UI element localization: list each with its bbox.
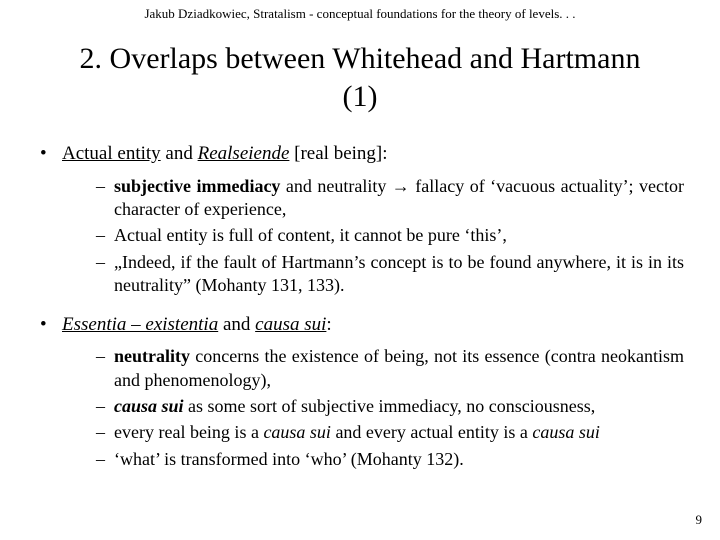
b2-term-causa-sui: causa sui <box>255 314 326 335</box>
slide: Jakub Dziadkowiec, Stratalism - conceptu… <box>0 0 720 540</box>
bullet-2: Essentia – existentia and causa sui: neu… <box>36 312 684 472</box>
sub-1-2: Actual entity is full of content, it can… <box>96 224 684 247</box>
title-line-2: (1) <box>343 80 378 113</box>
bullet-1: Actual entity and Realseiende [real bein… <box>36 141 684 298</box>
s2-2-rest: as some sort of subjective immediacy, no… <box>184 396 596 416</box>
b2-and: and <box>218 314 255 335</box>
b1-tail: [real being]: <box>289 143 387 164</box>
page-number: 9 <box>696 512 703 528</box>
bullet-list: Actual entity and Realseiende [real bein… <box>36 141 684 471</box>
s2-3-a: every real being is a <box>114 422 263 442</box>
sub-2-1: neutrality concerns the existence of bei… <box>96 345 684 392</box>
b1-term-realseiende: Realseiende <box>198 143 290 164</box>
s2-3-b: causa sui <box>263 422 331 442</box>
b1-term-actual-entity: Actual entity <box>62 143 161 164</box>
sublist-1: subjective immediacy and neutrality → fa… <box>62 175 684 298</box>
sub-1-3: „Indeed, if the fault of Hartmann’s conc… <box>96 251 684 298</box>
content-area: Actual entity and Realseiende [real bein… <box>36 141 684 471</box>
b1-and: and <box>161 143 198 164</box>
title-line-1: 2. Overlaps between Whitehead and Hartma… <box>80 42 641 75</box>
b2-colon: : <box>326 314 331 335</box>
s2-3-d: causa sui <box>532 422 600 442</box>
b2-term-essentia: Essentia – existentia <box>62 314 218 335</box>
s1-1-bold: subjective immediacy <box>114 176 280 196</box>
header-text: Jakub Dziadkowiec, Stratalism - conceptu… <box>36 0 684 22</box>
sub-1-1: subjective immediacy and neutrality → fa… <box>96 175 684 222</box>
sublist-2: neutrality concerns the existence of bei… <box>62 345 684 471</box>
s2-3-c: and every actual entity is a <box>331 422 532 442</box>
sub-2-2: causa sui as some sort of subjective imm… <box>96 395 684 418</box>
slide-title: 2. Overlaps between Whitehead and Hartma… <box>36 40 684 115</box>
s2-2-bold: causa sui <box>114 396 184 416</box>
s2-1-bold: neutrality <box>114 346 190 366</box>
s2-1-rest: concerns the existence of being, not its… <box>114 346 684 389</box>
sub-2-4: ‘what’ is transformed into ‘who’ (Mohant… <box>96 448 684 471</box>
sub-2-3: every real being is a causa sui and ever… <box>96 421 684 444</box>
